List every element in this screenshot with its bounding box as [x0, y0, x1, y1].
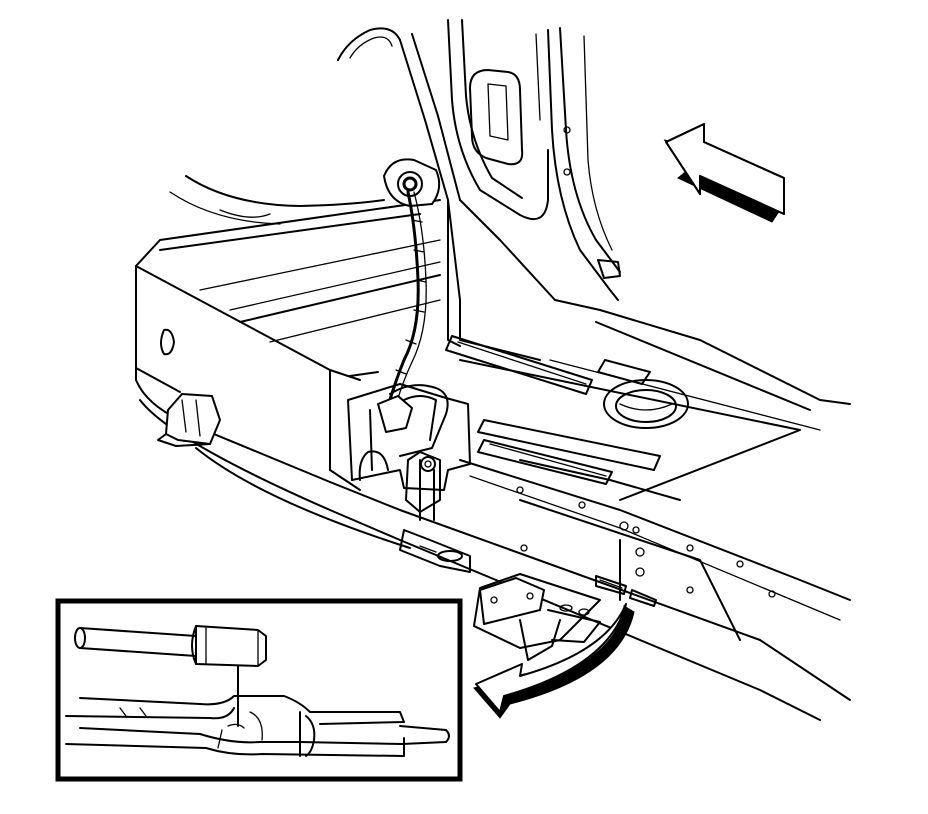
- anchor-bracket: [329, 369, 471, 521]
- detail-inset: [55, 598, 463, 782]
- b-pillar: [399, 19, 621, 361]
- inset-belt-rail: [65, 695, 450, 757]
- upper-panel: [169, 27, 401, 225]
- detail-callout-arrow-icon: [473, 603, 635, 719]
- view-direction-arrow-icon: [663, 123, 785, 223]
- rocker-panel: [135, 328, 411, 549]
- inset-bolt-tool: [74, 625, 267, 727]
- floor-pan: [135, 199, 851, 501]
- seat-belt-cable: [377, 158, 441, 433]
- side-rail: [329, 459, 851, 721]
